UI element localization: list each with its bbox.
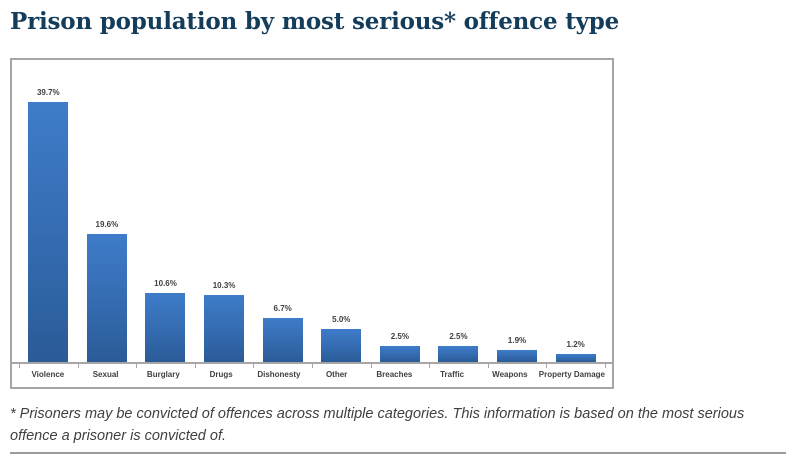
axis-tick	[487, 364, 489, 368]
bar-column: 19.6%	[78, 220, 137, 362]
offence-bar-chart: 39.7% 19.6% 10.6% 10.3% 6.7% 5.0% 2.5% 2.5% 1.9%…	[10, 58, 614, 389]
category-label: Sexual	[92, 370, 119, 379]
bar-value-label: 2.5%	[390, 332, 409, 341]
bar-column: 6.7%	[253, 304, 312, 362]
axis-tick	[312, 364, 313, 368]
bar-value-label: 2.5%	[449, 332, 468, 341]
category-label: Traffic	[440, 370, 465, 379]
bar	[262, 318, 303, 362]
bar-column: 2.5%	[429, 332, 488, 362]
chart-x-axis: Violence Sexual Burglary Drugs Dishonesty Oth…	[12, 362, 612, 387]
bar-value-label: 10.6%	[154, 279, 177, 288]
bar-column: 1.2%	[546, 340, 605, 362]
page-title: Prison population by most serious* offen…	[10, 8, 620, 35]
bar-value-label: 1.2%	[566, 340, 585, 349]
bottom-divider	[10, 452, 786, 454]
bar-column: 1.9%	[488, 336, 547, 362]
category-label: Breaches	[376, 370, 413, 379]
bar-value-label: 19.6%	[95, 220, 119, 229]
bar-value-label: 10.3%	[212, 281, 236, 290]
axis-tick	[546, 364, 548, 368]
category-label: Property Damage	[538, 370, 605, 379]
bar-column: 10.6%	[136, 279, 195, 362]
bar-column: 5.0%	[312, 315, 371, 362]
bar	[145, 293, 186, 362]
bar-column: 39.7%	[19, 88, 78, 362]
bar	[379, 346, 420, 362]
category-label: Other	[325, 370, 348, 379]
bar-value-label: 6.7%	[273, 304, 292, 313]
axis-tick	[136, 364, 138, 368]
bar-value-label: 1.9%	[507, 336, 527, 345]
chart-plot-area: 39.7% 19.6% 10.6% 10.3% 6.7% 5.0% 2.5% 2.5% 1.9%…	[12, 60, 612, 362]
bar-column: 10.3%	[195, 281, 254, 362]
chart-footnote: * Prisoners may be convicted of offences…	[10, 406, 745, 445]
category-label: Violence	[31, 370, 65, 379]
axis-tick	[605, 364, 606, 368]
axis-tick	[370, 364, 372, 368]
bar	[555, 354, 596, 362]
bar-value-label: 5.0%	[332, 315, 351, 324]
category-label: Dishonesty	[257, 370, 301, 379]
category-label: Burglary	[146, 370, 180, 379]
bar	[497, 350, 538, 362]
category-label: Drugs	[209, 370, 233, 379]
bar	[438, 346, 479, 362]
bar	[321, 329, 362, 362]
bar-value-label: 39.7%	[36, 88, 60, 97]
axis-tick	[194, 364, 196, 368]
bar	[86, 234, 127, 362]
axis-tick	[253, 364, 255, 368]
bar	[204, 295, 245, 362]
axis-tick	[19, 364, 20, 368]
axis-tick	[77, 364, 79, 368]
bar	[28, 102, 69, 362]
category-label: Weapons	[492, 370, 528, 379]
axis-tick	[429, 364, 431, 368]
bar-column: 2.5%	[371, 332, 430, 362]
